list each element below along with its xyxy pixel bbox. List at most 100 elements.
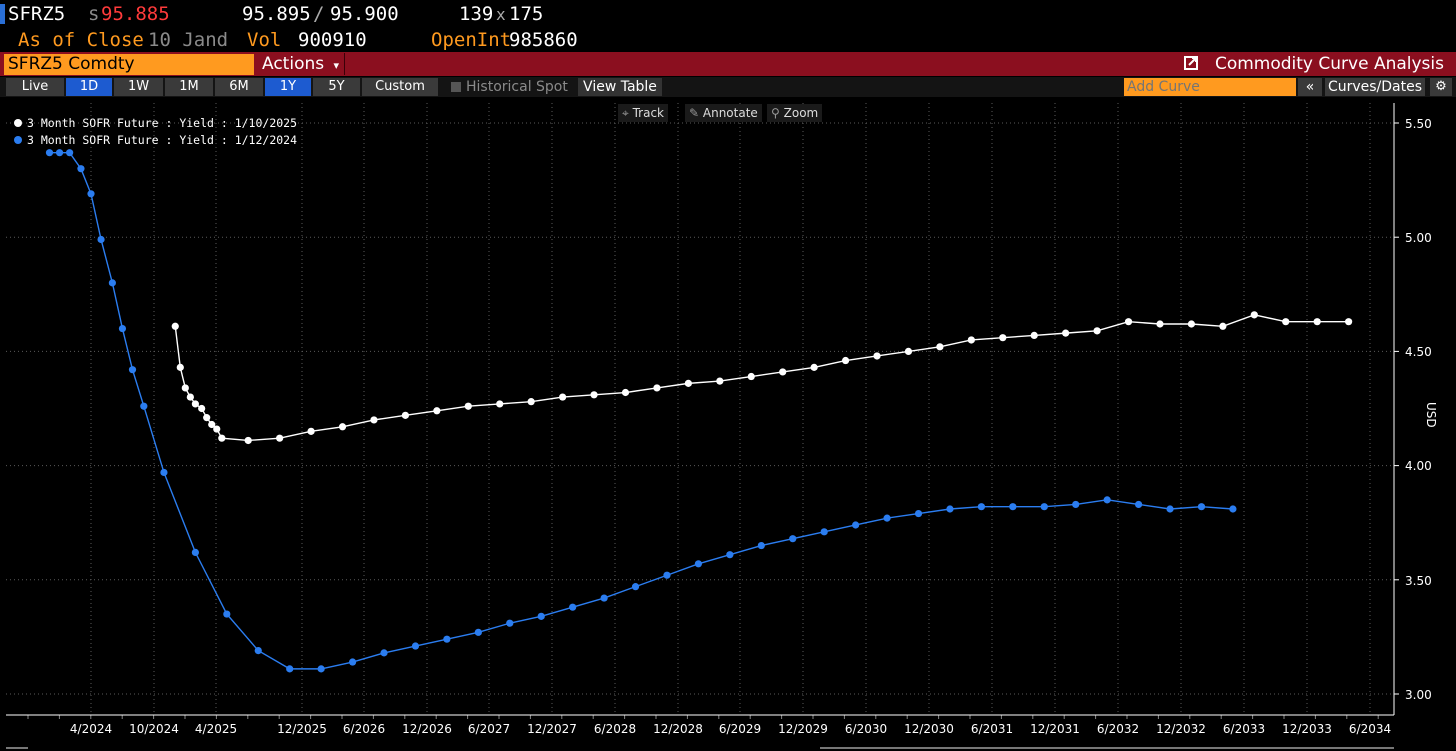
period-5y-button[interactable]: 5Y [313,78,360,96]
actions-menu-button[interactable]: Actions ▾ [257,53,345,75]
legend-label-prior: 3 Month SOFR Future : Yield : 1/12/2024 [27,133,298,147]
data-point-1 [820,528,828,536]
data-point-1 [66,149,74,157]
pencil-icon: ✎ [689,106,700,120]
y-tick-label: 4.50 [1405,345,1432,359]
data-point-1 [1103,496,1111,504]
ask-size: 175 [509,3,544,25]
historical-spot-toggle[interactable]: Historical Spot [451,78,568,96]
series-line-0 [174,314,1349,442]
period-live-button[interactable]: Live [6,78,64,96]
data-point-0 [464,402,472,410]
data-point-1 [694,560,703,568]
x-tick-label: 6/2031 [970,722,1014,736]
data-point-1 [474,628,482,636]
checkbox-icon [451,82,461,92]
legend-marker-current [14,119,22,127]
zoom-label: Zoom [783,106,819,120]
data-point-1 [946,505,954,513]
data-point-0 [307,427,315,435]
data-point-0 [841,356,850,365]
data-point-1 [160,468,168,477]
chart-legend: 3 Month SOFR Future : Yield : 1/10/2025 … [14,115,297,149]
view-table-button[interactable]: View Table [578,78,662,96]
annotate-tool-button[interactable]: ✎ Annotate [685,104,762,122]
x-tick-label: 12/2027 [527,722,577,736]
as-of-date: 10 Jand [148,29,229,51]
x-tick-label: 6/2032 [1096,722,1140,736]
as-of-label: As of Close [18,29,144,51]
zoom-tool-button[interactable]: ⚲ Zoom [767,104,823,122]
data-point-1 [118,324,127,333]
data-point-0 [1124,318,1133,326]
data-point-1 [191,548,199,556]
data-point-1 [1229,505,1237,513]
security-input[interactable]: SFRZ5 Comdty [4,54,254,75]
external-link-icon[interactable] [1183,56,1198,70]
data-point-0 [747,372,755,381]
gear-icon[interactable]: ⚙ [1430,78,1452,96]
track-tool-button[interactable]: ⌖ Track [618,104,668,122]
data-point-0 [967,336,975,344]
actions-label: Actions [262,54,325,74]
data-point-1 [97,235,105,244]
header-accent [0,4,5,24]
data-point-1 [223,610,231,618]
volume-value: 900910 [298,29,367,51]
add-curve-input[interactable] [1124,78,1296,96]
track-label: Track [632,106,664,120]
data-point-0 [1062,329,1070,337]
data-point-1 [317,665,325,673]
data-point-0 [684,379,692,387]
data-point-1 [537,612,545,620]
collapse-button[interactable]: « [1298,78,1322,96]
curves-dates-button[interactable]: Curves/Dates [1325,78,1425,96]
period-1y-button[interactable]: 1Y [265,78,311,96]
volume-label: Vol [247,29,282,51]
data-point-1 [140,402,148,410]
data-point-0 [276,434,284,442]
bid-size: 139 [459,3,494,25]
data-point-0 [1250,311,1258,319]
data-point-1 [631,583,640,591]
data-point-1 [883,514,891,522]
x-tick-label: 6/2029 [718,722,762,736]
period-custom-button[interactable]: Custom [362,78,438,96]
period-1w-button[interactable]: 1W [114,78,163,96]
data-point-0 [1345,318,1353,326]
data-point-1 [77,165,85,173]
legend-item-current[interactable]: 3 Month SOFR Future : Yield : 1/10/2025 [14,115,297,132]
period-6m-button[interactable]: 6M [215,78,263,96]
data-point-1 [348,658,357,666]
data-point-0 [1313,318,1321,326]
y-tick-label: 3.00 [1405,688,1432,702]
data-point-1 [1009,503,1017,511]
data-point-0 [904,347,913,355]
legend-item-prior[interactable]: 3 Month SOFR Future : Yield : 1/12/2024 [14,132,297,149]
data-point-1 [108,279,116,287]
data-point-0 [433,407,441,415]
last-price: 95.885 [101,3,170,25]
period-1m-button[interactable]: 1M [165,78,213,96]
x-tick-label: 12/2028 [653,722,703,736]
x-tick-label: 6/2026 [342,722,386,736]
data-point-0 [171,322,179,330]
legend-label-current: 3 Month SOFR Future : Yield : 1/10/2025 [27,116,298,130]
function-title-text: Commodity Curve Analysis [1214,54,1444,74]
ask-price: 95.900 [330,3,399,25]
period-1d-button[interactable]: 1D [66,78,112,96]
x-tick-label: 6/2030 [844,722,888,736]
data-point-0 [370,416,378,424]
data-point-0 [527,398,535,406]
data-point-0 [198,404,206,413]
data-point-1 [1166,505,1174,513]
data-point-0 [779,368,787,376]
x-tick-label: 6/2028 [593,722,637,736]
open-interest-label: OpenInt [431,29,512,51]
data-point-1 [600,594,608,602]
y-tick-label: 4.00 [1405,459,1432,473]
data-point-1 [55,149,64,157]
x-tick-label: 12/2030 [904,722,954,736]
x-tick-label: 6/2027 [467,722,511,736]
